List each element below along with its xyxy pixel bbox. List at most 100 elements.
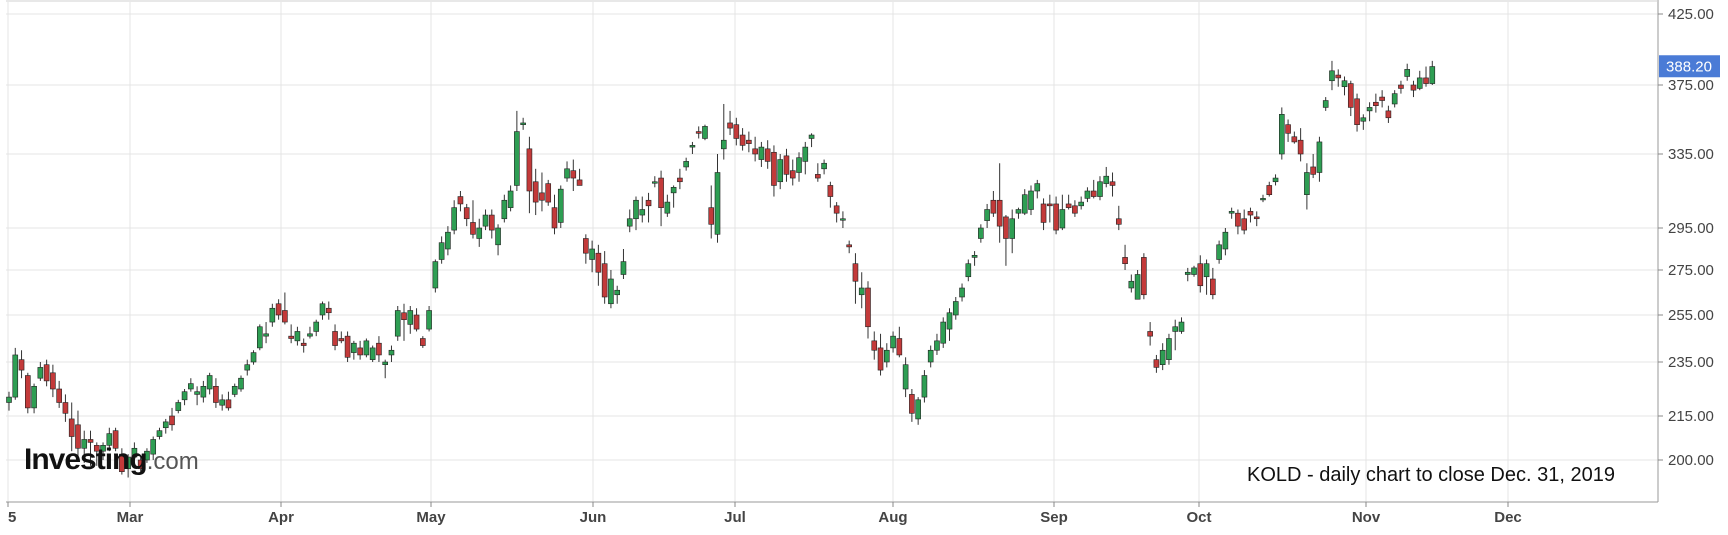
candle	[382, 359, 389, 379]
candle	[576, 168, 583, 186]
candle-body	[300, 342, 307, 346]
candle	[401, 303, 407, 341]
candle	[1003, 215, 1009, 266]
candle	[50, 364, 56, 398]
candle	[1385, 105, 1392, 123]
candle	[1115, 205, 1122, 231]
candle	[313, 319, 320, 337]
candle-body	[532, 181, 539, 203]
candle	[589, 240, 595, 273]
candle	[771, 145, 777, 197]
candle-body	[1040, 203, 1047, 223]
candle	[777, 154, 784, 190]
candle-body	[620, 261, 627, 275]
x-tick-label: Oct	[1186, 509, 1211, 526]
candle-body	[200, 385, 207, 398]
last-price-badge: 388.20	[1659, 55, 1720, 78]
x-tick-label: Jun	[580, 509, 607, 526]
candle	[1235, 209, 1241, 235]
candle-body	[376, 342, 382, 356]
candle	[1279, 107, 1285, 160]
candle-body	[796, 157, 802, 173]
candle-body	[520, 122, 526, 125]
candle-body	[357, 347, 363, 356]
candle-body	[25, 375, 31, 409]
candle-body	[1285, 124, 1291, 134]
candle	[971, 251, 978, 266]
candle	[978, 224, 984, 243]
candle-body	[670, 187, 677, 194]
candle	[87, 430, 94, 466]
candle	[1184, 267, 1191, 282]
candle-body	[896, 338, 903, 356]
candle	[332, 324, 338, 351]
candle-body	[225, 399, 232, 409]
candle-body	[840, 218, 846, 221]
candle	[1078, 196, 1084, 210]
candle-body	[1429, 66, 1436, 84]
candle-body	[959, 287, 965, 298]
candle	[783, 148, 790, 182]
candle	[1416, 70, 1423, 91]
candle-body	[557, 188, 564, 223]
candle-body	[1297, 139, 1304, 155]
candle-body	[564, 168, 570, 179]
candle-body	[62, 402, 69, 414]
candle	[902, 357, 909, 398]
candle	[1178, 317, 1185, 334]
candle	[451, 200, 457, 235]
candle	[344, 331, 351, 362]
candle-body	[1197, 263, 1204, 287]
candle	[1059, 194, 1066, 231]
candle-body	[833, 205, 840, 214]
candle	[1159, 343, 1166, 371]
candle	[714, 154, 721, 243]
candle	[802, 141, 809, 175]
candle	[1241, 209, 1247, 235]
candle-body	[1141, 257, 1147, 296]
candle-body	[921, 375, 928, 398]
candle	[670, 185, 677, 208]
candle	[25, 372, 31, 414]
candle-body	[1115, 218, 1122, 225]
candle-body	[119, 453, 125, 472]
candle	[1310, 154, 1316, 179]
candle	[1153, 354, 1160, 373]
candle-body	[689, 145, 696, 148]
candle	[557, 185, 564, 228]
candle	[1410, 80, 1417, 98]
y-tick-label: 255.00	[1668, 307, 1714, 324]
candle-body	[206, 375, 213, 390]
candle	[1166, 333, 1172, 365]
candle	[1053, 196, 1059, 235]
candle	[1097, 176, 1103, 201]
candle	[789, 159, 796, 186]
candle-body	[1272, 177, 1279, 183]
candle-body	[1241, 218, 1247, 231]
candle-body	[313, 321, 320, 332]
candle-body	[1134, 274, 1141, 300]
candle-body	[144, 450, 150, 461]
candle	[376, 336, 382, 362]
candle-body	[865, 287, 871, 328]
candle-body	[106, 433, 113, 446]
x-tick-label: Nov	[1352, 509, 1381, 526]
candle	[727, 110, 733, 136]
candle	[1291, 131, 1298, 144]
candle	[952, 297, 959, 320]
candle-body	[319, 303, 326, 316]
y-axis-labels: 425.00 375.00 335.00 295.00 275.00 255.00 235.…	[1658, 6, 1714, 469]
candle-body	[31, 385, 37, 409]
candle	[883, 343, 890, 368]
candle-body	[978, 227, 984, 239]
candle-body	[1391, 93, 1398, 105]
candle-body	[294, 331, 301, 342]
candle	[294, 326, 301, 346]
logo-suffix: .com	[146, 448, 199, 475]
candle	[407, 306, 414, 334]
candle-body	[1078, 201, 1084, 207]
candle	[915, 397, 921, 425]
candle-body	[1065, 203, 1072, 208]
candle-body	[501, 199, 508, 220]
candle	[1147, 322, 1153, 346]
